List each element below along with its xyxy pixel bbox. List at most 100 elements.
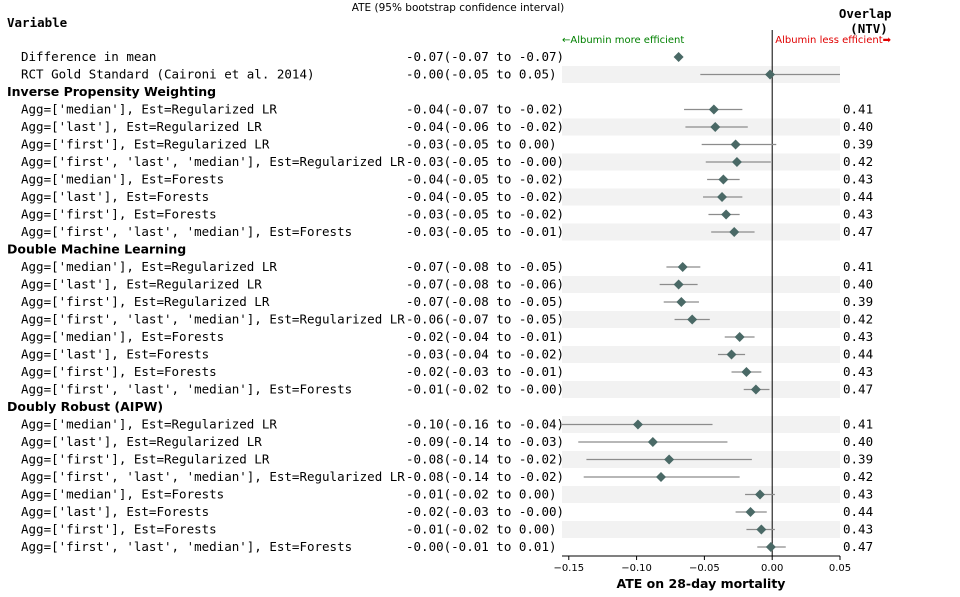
row-label: Agg=['last'], Est=Regularized LR bbox=[21, 277, 262, 292]
x-tick-label: −0.05 bbox=[689, 563, 720, 574]
ci-text: -0.08(-0.14 to -0.02) bbox=[406, 452, 564, 467]
ate-point bbox=[729, 227, 740, 237]
ate-point bbox=[717, 192, 728, 202]
x-tick-label: −0.10 bbox=[621, 563, 652, 574]
overlap-value: 0.47 bbox=[843, 539, 873, 554]
overlap-value: 0.39 bbox=[843, 452, 873, 467]
overlap-value: 0.41 bbox=[843, 259, 873, 274]
overlap-value: 0.43 bbox=[843, 522, 873, 537]
row-label: Agg=['first'], Est=Regularized LR bbox=[21, 452, 270, 467]
row-label: Agg=['first'], Est=Forests bbox=[21, 364, 217, 379]
row-label: Agg=['median'], Est=Regularized LR bbox=[21, 102, 277, 117]
row-label: Agg=['last'], Est=Regularized LR bbox=[21, 119, 262, 134]
row-label: Agg=['first', 'last', 'median'], Est=Reg… bbox=[21, 154, 405, 169]
ci-text: -0.01(-0.02 to -0.00) bbox=[406, 382, 564, 397]
ate-point bbox=[632, 419, 643, 430]
overlap-value: 0.39 bbox=[843, 137, 873, 152]
overlap-value: 0.43 bbox=[843, 329, 873, 344]
overlap-value: 0.42 bbox=[843, 312, 873, 327]
ci-text: -0.10(-0.16 to -0.04) bbox=[406, 417, 564, 432]
ate-point bbox=[726, 349, 737, 360]
overlap-value: 0.47 bbox=[843, 224, 873, 239]
x-tick-label: −0.15 bbox=[553, 563, 584, 574]
overlap-value: 0.43 bbox=[843, 172, 873, 187]
row-shade bbox=[562, 153, 840, 171]
chart-title: ATE (95% bootstrap confidence interval) bbox=[352, 2, 564, 14]
overlap-header: Overlap (NTV) bbox=[839, 6, 899, 36]
ate-point bbox=[708, 104, 719, 115]
overlap-value: 0.42 bbox=[843, 154, 873, 169]
row-shade bbox=[562, 521, 840, 538]
ate-point bbox=[756, 524, 767, 535]
ci-text: -0.03(-0.05 to -0.01) bbox=[406, 224, 564, 239]
x-tick-label: 0.00 bbox=[761, 563, 783, 574]
row-label: Agg=['first'], Est=Regularized LR bbox=[21, 137, 270, 152]
row-shading bbox=[562, 66, 840, 538]
ate-point bbox=[731, 157, 742, 167]
ci-text: -0.03(-0.05 to -0.02) bbox=[406, 207, 564, 222]
overlap-value: 0.40 bbox=[843, 119, 873, 134]
ci-text: -0.03(-0.05 to 0.00) bbox=[406, 137, 557, 152]
row-label: Agg=['median'], Est=Forests bbox=[21, 329, 224, 344]
ate-point bbox=[721, 209, 732, 220]
variable-header: Variable bbox=[7, 15, 68, 30]
ci-text: -0.07(-0.08 to -0.05) bbox=[406, 259, 564, 274]
section-heading: Doubly Robust (AIPW) bbox=[7, 399, 163, 414]
ci-text: -0.02(-0.03 to -0.01) bbox=[406, 364, 564, 379]
ate-point bbox=[718, 174, 729, 185]
row-label: Agg=['first', 'last', 'median'], Est=For… bbox=[21, 382, 352, 397]
row-shade bbox=[562, 188, 840, 206]
row-label: Agg=['first'], Est=Forests bbox=[21, 522, 217, 537]
ci-text: -0.04(-0.06 to -0.02) bbox=[406, 119, 564, 134]
ci-text: -0.01(-0.02 to 0.00) bbox=[406, 522, 557, 537]
row-label: Agg=['median'], Est=Regularized LR bbox=[21, 417, 277, 432]
overlap-value: 0.47 bbox=[843, 382, 873, 397]
row-label: RCT Gold Standard (Caironi et al. 2014) bbox=[21, 67, 315, 82]
ci-marks bbox=[562, 52, 840, 552]
table-rows: Difference in mean -0.07(-0.07 to -0.07) R… bbox=[7, 49, 873, 554]
ate-point bbox=[741, 367, 752, 377]
ate-point bbox=[745, 507, 756, 517]
ci-text: -0.06(-0.07 to -0.05) bbox=[406, 312, 564, 327]
ci-text: -0.04(-0.05 to -0.02) bbox=[406, 189, 564, 204]
ate-point bbox=[765, 542, 776, 552]
row-label: Agg=['first', 'last', 'median'], Est=Reg… bbox=[21, 469, 405, 484]
ate-point bbox=[664, 454, 675, 465]
ci-text: -0.07(-0.08 to -0.05) bbox=[406, 294, 564, 309]
ate-point bbox=[734, 332, 745, 342]
x-axis-label: ATE on 28-day mortality bbox=[617, 576, 786, 591]
ci-text: -0.04(-0.05 to -0.02) bbox=[406, 172, 564, 187]
section-heading: Inverse Propensity Weighting bbox=[7, 84, 216, 99]
row-label: Agg=['first'], Est=Forests bbox=[21, 207, 217, 222]
ate-point bbox=[710, 122, 721, 132]
overlap-value: 0.43 bbox=[843, 487, 873, 502]
ate-point bbox=[750, 384, 761, 395]
ate-point bbox=[655, 472, 666, 482]
section-heading: Double Machine Learning bbox=[7, 242, 186, 257]
ate-point bbox=[754, 489, 765, 500]
ci-text: -0.00(-0.01 to 0.01) bbox=[406, 539, 557, 554]
ci-text: -0.08(-0.14 to -0.02) bbox=[406, 469, 564, 484]
ci-text: -0.07(-0.07 to -0.07) bbox=[406, 49, 564, 64]
overlap-value: 0.44 bbox=[843, 504, 873, 519]
row-label: Difference in mean bbox=[21, 49, 156, 64]
row-label: Agg=['median'], Est=Forests bbox=[21, 172, 224, 187]
row-shade bbox=[562, 223, 840, 241]
row-label: Agg=['first', 'last', 'median'], Est=Reg… bbox=[21, 312, 405, 327]
overlap-value: 0.41 bbox=[843, 417, 873, 432]
row-label: Agg=['first', 'last', 'median'], Est=For… bbox=[21, 224, 352, 239]
overlap-value: 0.42 bbox=[843, 469, 873, 484]
row-shade bbox=[562, 276, 840, 293]
row-label: Agg=['last'], Est=Forests bbox=[21, 189, 209, 204]
ate-point bbox=[687, 314, 698, 325]
x-axis: −0.15 −0.10 −0.05 0.00 0.05 bbox=[553, 30, 851, 574]
ci-text: -0.09(-0.14 to -0.03) bbox=[406, 434, 564, 449]
row-shade bbox=[562, 486, 840, 503]
ci-text: -0.04(-0.07 to -0.02) bbox=[406, 102, 564, 117]
ate-point bbox=[765, 69, 776, 80]
annotation-less-efficient: Albumin less efficient➡ bbox=[775, 35, 891, 46]
overlap-value: 0.40 bbox=[843, 277, 873, 292]
row-shade bbox=[562, 346, 840, 363]
overlap-value: 0.39 bbox=[843, 294, 873, 309]
